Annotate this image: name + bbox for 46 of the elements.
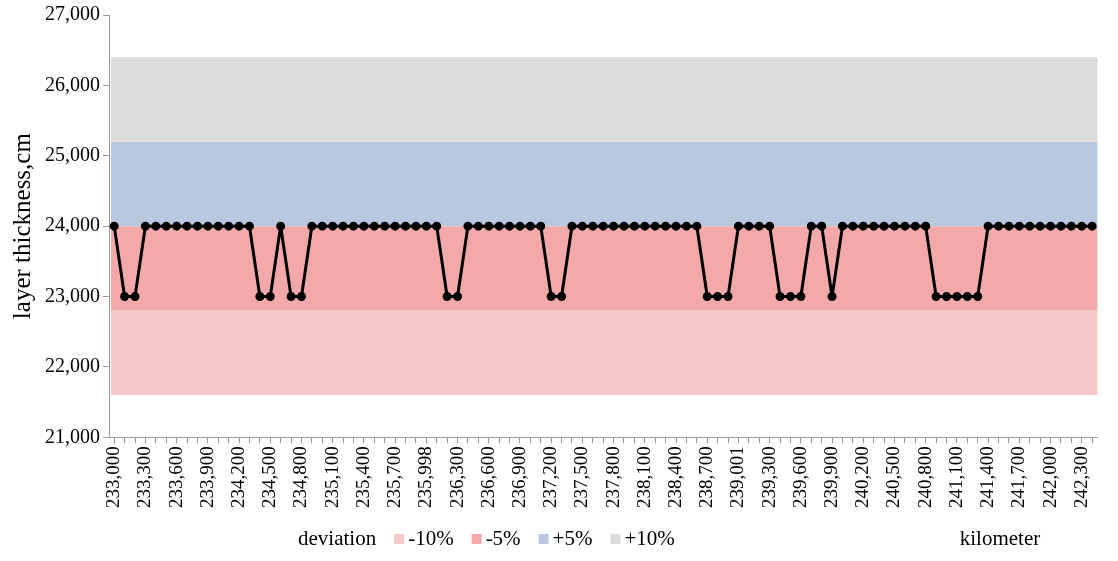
y-tick-label: 26,000 — [45, 72, 100, 95]
x-tick-label: 235,700 — [383, 446, 405, 508]
x-tick-label: 237,800 — [601, 446, 623, 508]
x-tick-label: 242,300 — [1069, 446, 1091, 508]
y-tick-label: 22,000 — [45, 354, 100, 377]
x-tick-label: 234,800 — [289, 446, 311, 508]
x-tick-label: 235,998 — [414, 446, 436, 508]
x-tick-label: 233,600 — [164, 446, 186, 508]
x-tick-label: 240,800 — [913, 446, 935, 508]
legend-title: deviation — [298, 525, 377, 550]
x-tick-label: 233,000 — [102, 446, 124, 508]
y-axis-title: layer thickness,cm — [7, 132, 35, 320]
legend-label: +5% — [552, 525, 593, 550]
y-tick-label: 25,000 — [45, 143, 100, 165]
x-tick-label: 239,001 — [726, 446, 748, 508]
legend-label: -5% — [485, 525, 521, 550]
y-tick-label: 23,000 — [45, 283, 100, 306]
x-tick-label: 239,900 — [820, 446, 842, 508]
x-tick-label: 235,100 — [320, 446, 342, 508]
x-tick-label: 236,600 — [476, 446, 498, 508]
y-tick-label: 21,000 — [45, 424, 100, 447]
x-tick-label: 238,400 — [663, 446, 685, 508]
x-tick-label: 240,200 — [851, 446, 873, 508]
x-tick-label: 241,400 — [976, 446, 998, 508]
x-tick-label: 240,500 — [882, 446, 904, 508]
x-tick-label: 241,700 — [1007, 446, 1029, 508]
x-tick-label: 242,000 — [1038, 446, 1060, 508]
x-tick-label: 239,600 — [788, 446, 810, 508]
x-tick-label: 233,900 — [195, 446, 217, 508]
y-tick-label: 24,000 — [45, 213, 100, 236]
x-tick-label: 239,300 — [757, 446, 779, 508]
x-tick-label: 238,100 — [632, 446, 654, 508]
legend-label: -10% — [408, 525, 454, 550]
x-tick-label: 235,400 — [351, 446, 373, 508]
x-axis-title: kilometer — [959, 525, 1041, 550]
x-tick-label: 237,500 — [570, 446, 592, 508]
legend-label: +10% — [624, 525, 675, 550]
x-tick-label: 238,700 — [695, 446, 717, 508]
y-tick-label: 27,000 — [45, 2, 100, 25]
x-tick-label: 236,900 — [507, 446, 529, 508]
x-tick-label: 241,100 — [944, 446, 966, 508]
x-tick-label: 234,200 — [227, 446, 249, 508]
x-tick-label: 237,200 — [539, 446, 561, 508]
x-tick-label: 233,300 — [133, 446, 155, 508]
x-tick-label: 234,500 — [258, 446, 280, 508]
x-tick-label: 236,300 — [445, 446, 467, 508]
